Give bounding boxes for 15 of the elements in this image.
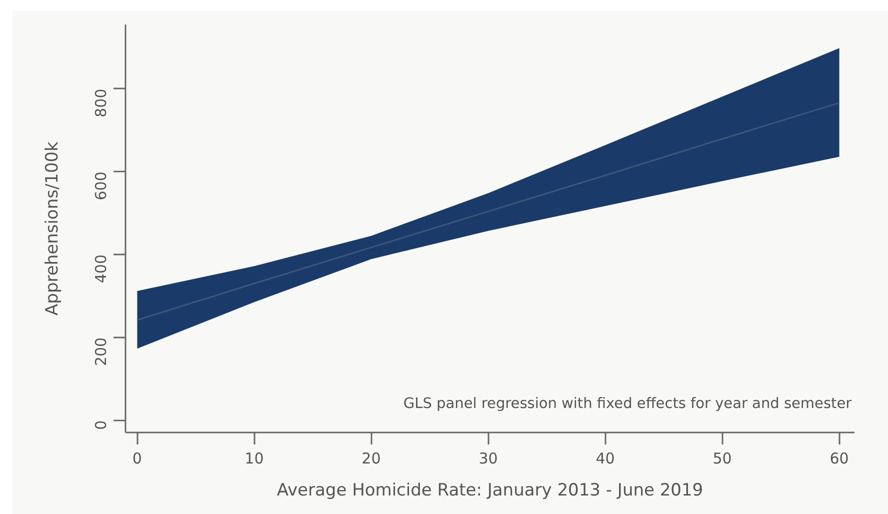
x-tick-label: 60 bbox=[830, 450, 849, 468]
x-tick-label: 0 bbox=[132, 450, 142, 468]
y-axis-title: Apprehensions/100k bbox=[42, 141, 62, 316]
x-tick-label: 30 bbox=[478, 450, 498, 468]
y-tick-label: 200 bbox=[92, 337, 110, 366]
annotation: GLS panel regression with fixed effects for year and semester bbox=[403, 396, 852, 412]
x-tick-label: 50 bbox=[712, 450, 732, 468]
y-tick-label: 600 bbox=[92, 172, 110, 200]
x-tick-label: 20 bbox=[362, 450, 381, 468]
x-axis-title: Average Homicide Rate: January 2013 - June 2019 bbox=[276, 480, 704, 500]
y-tick-label: 800 bbox=[92, 88, 110, 118]
y-tick-label: 400 bbox=[92, 254, 110, 284]
y-tick-label: 0 bbox=[92, 420, 110, 430]
x-tick-label: 10 bbox=[244, 450, 264, 468]
x-tick-label: 40 bbox=[596, 450, 615, 468]
